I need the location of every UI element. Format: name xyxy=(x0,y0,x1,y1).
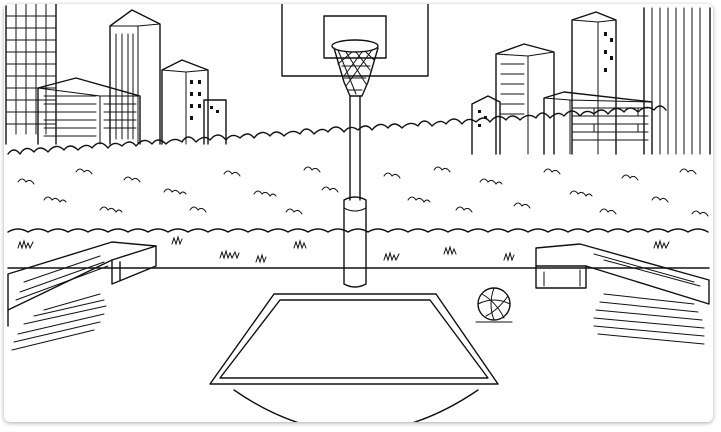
right-bench xyxy=(535,243,710,345)
wide-building-left xyxy=(37,77,141,145)
backboard xyxy=(281,4,429,77)
hedge xyxy=(7,105,709,233)
left-bench xyxy=(7,241,157,351)
windowed-building-left xyxy=(161,59,227,145)
left-skyline xyxy=(5,4,227,145)
free-throw-arc xyxy=(233,389,479,422)
short-building-right xyxy=(471,95,501,155)
tall-tower-right xyxy=(571,11,617,155)
grid-tower-right xyxy=(643,7,711,155)
hoop-rim xyxy=(331,39,379,53)
court-illustration xyxy=(5,4,711,422)
backboard-target-square xyxy=(323,15,387,59)
right-skyline xyxy=(471,7,711,155)
hoop-net xyxy=(333,47,379,97)
illustration-frame xyxy=(4,4,713,422)
tall-tower-left xyxy=(109,9,161,145)
office-block-right xyxy=(543,91,653,155)
hoop-pole xyxy=(349,95,361,201)
pole-padding xyxy=(343,196,367,288)
grass-tufts xyxy=(17,235,670,264)
free-throw-key xyxy=(209,293,499,422)
grid-tower-left xyxy=(5,4,57,145)
mid-building-right xyxy=(495,43,555,155)
basketball xyxy=(475,287,513,323)
basketball-hoop xyxy=(281,4,429,288)
